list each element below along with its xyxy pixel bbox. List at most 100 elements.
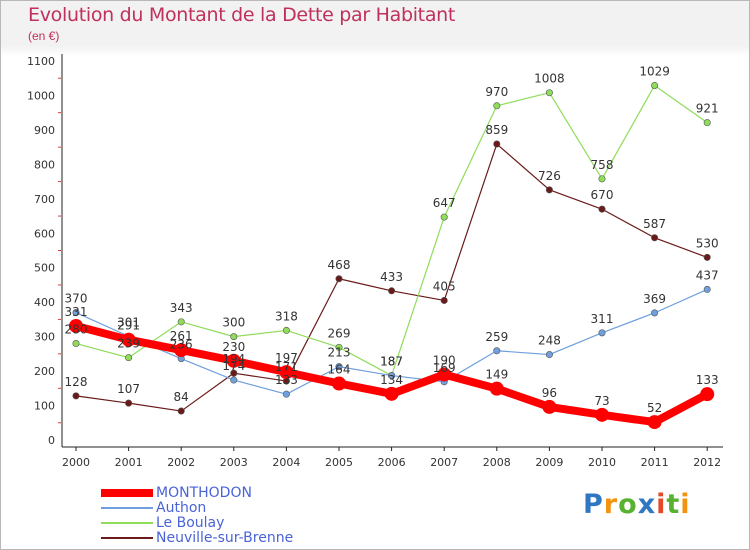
- data-point-le-boulay: [335, 343, 343, 351]
- x-tick-label: 2005: [325, 456, 353, 469]
- data-label-monthodon: 230: [222, 340, 245, 354]
- data-point-authon: [72, 309, 80, 317]
- chart-title: Evolution du Montant de la Dette par Hab…: [28, 4, 456, 26]
- data-label-monthodon: 73: [594, 394, 609, 408]
- data-label-le-boulay: 318: [275, 309, 298, 323]
- data-point-authon: [651, 309, 659, 317]
- legend-label: Le Boulay: [156, 514, 225, 531]
- data-label-neuville-sur-brenne: 405: [433, 279, 456, 293]
- data-label-le-boulay: 1008: [534, 72, 565, 86]
- data-point-le-boulay: [598, 175, 606, 183]
- x-tick-label: 2003: [220, 456, 248, 469]
- data-label-authon: 187: [380, 355, 403, 369]
- data-label-neuville-sur-brenne: 194: [222, 352, 245, 366]
- data-point-le-boulay: [703, 119, 711, 127]
- data-point-neuville-sur-brenne: [493, 140, 501, 148]
- data-point-monthodon: [437, 367, 452, 382]
- data-point-neuville-sur-brenne: [72, 392, 80, 400]
- y-tick-label: 1000: [27, 89, 55, 102]
- data-point-monthodon: [647, 415, 662, 430]
- data-label-authon: 174: [222, 359, 245, 373]
- chart-subtitle: (en €): [28, 29, 60, 43]
- data-label-authon: 311: [591, 312, 614, 326]
- data-point-authon: [545, 351, 553, 359]
- y-tick-label: 600: [34, 227, 55, 240]
- data-label-monthodon: 164: [328, 362, 351, 376]
- data-label-authon: 213: [328, 346, 351, 360]
- data-point-le-boulay: [230, 333, 238, 341]
- legend: MONTHODON Authon Le Boulay Neuville-sur-…: [101, 485, 293, 545]
- x-tick-label: 2008: [483, 456, 511, 469]
- data-point-authon: [230, 376, 238, 384]
- data-point-le-boulay: [72, 340, 80, 348]
- data-point-authon: [598, 329, 606, 337]
- x-tick-label: 2009: [535, 456, 563, 469]
- data-point-neuville-sur-brenne: [651, 234, 659, 242]
- data-label-neuville-sur-brenne: 670: [591, 188, 614, 202]
- data-label-monthodon: 190: [433, 354, 456, 368]
- legend-label: MONTHODON: [156, 484, 252, 501]
- data-label-neuville-sur-brenne: 530: [696, 236, 719, 250]
- data-point-le-boulay: [440, 213, 448, 221]
- data-label-authon: 370: [65, 292, 88, 306]
- data-point-monthodon: [174, 343, 189, 358]
- data-label-monthodon: 149: [485, 368, 508, 382]
- data-point-le-boulay: [125, 354, 133, 362]
- legend-label: Authon: [156, 499, 207, 516]
- x-tick-label: 2010: [588, 456, 616, 469]
- data-point-neuville-sur-brenne: [335, 275, 343, 283]
- data-point-le-boulay: [651, 81, 659, 89]
- data-point-authon: [388, 372, 396, 380]
- data-label-le-boulay: 647: [433, 196, 456, 210]
- data-label-authon: 169: [433, 361, 456, 375]
- data-label-le-boulay: 758: [591, 158, 614, 172]
- data-label-neuville-sur-brenne: 859: [485, 123, 508, 137]
- data-label-neuville-sur-brenne: 107: [117, 382, 140, 396]
- data-label-le-boulay: 921: [696, 102, 719, 116]
- data-point-le-boulay: [177, 318, 185, 326]
- data-point-le-boulay: [545, 89, 553, 97]
- y-tick-label: 800: [34, 158, 55, 171]
- data-point-neuville-sur-brenne: [230, 369, 238, 377]
- y-tick-label: 200: [34, 365, 55, 378]
- x-tick-label: 2002: [167, 456, 195, 469]
- data-label-le-boulay: 187: [380, 355, 403, 369]
- data-label-monthodon: 134: [380, 373, 403, 387]
- legend-item-authon: Authon: [101, 500, 293, 515]
- data-label-le-boulay: 280: [65, 323, 88, 337]
- data-point-le-boulay: [282, 326, 290, 334]
- data-point-neuville-sur-brenne: [545, 186, 553, 194]
- y-tick-label: 300: [34, 331, 55, 344]
- y-tick-label: 700: [34, 193, 55, 206]
- proxiti-logo: Proxiti: [583, 489, 691, 520]
- data-label-neuville-sur-brenne: 171: [275, 360, 298, 374]
- data-point-monthodon: [384, 386, 399, 401]
- data-point-monthodon: [489, 381, 504, 396]
- y-tick-label: 1100: [27, 55, 55, 68]
- data-label-authon: 248: [538, 334, 561, 348]
- y-tick-label: 500: [34, 262, 55, 275]
- x-tick-label: 2007: [430, 456, 458, 469]
- legend-item-monthodon: MONTHODON: [101, 485, 293, 500]
- x-tick-label: 2012: [693, 456, 721, 469]
- x-tick-label: 2001: [115, 456, 143, 469]
- x-tick-label: 2006: [378, 456, 406, 469]
- x-tick-label: 2000: [62, 456, 90, 469]
- legend-label: Neuville-sur-Brenne: [156, 529, 294, 546]
- legend-swatch-le-boulay: [101, 521, 153, 524]
- data-label-le-boulay: 300: [222, 316, 245, 330]
- data-point-monthodon: [700, 387, 715, 402]
- legend-item-le-boulay: Le Boulay: [101, 515, 293, 530]
- legend-swatch-monthodon: [101, 488, 153, 497]
- data-label-neuville-sur-brenne: 433: [380, 270, 403, 284]
- data-label-monthodon: 96: [542, 386, 557, 400]
- data-point-authon: [493, 347, 501, 355]
- y-tick-label: 900: [34, 124, 55, 137]
- data-label-authon: 437: [696, 268, 719, 282]
- data-point-authon: [335, 363, 343, 371]
- data-point-neuville-sur-brenne: [177, 407, 185, 415]
- data-point-authon: [703, 285, 711, 293]
- data-point-neuville-sur-brenne: [388, 287, 396, 295]
- y-tick-label: 0: [48, 434, 55, 447]
